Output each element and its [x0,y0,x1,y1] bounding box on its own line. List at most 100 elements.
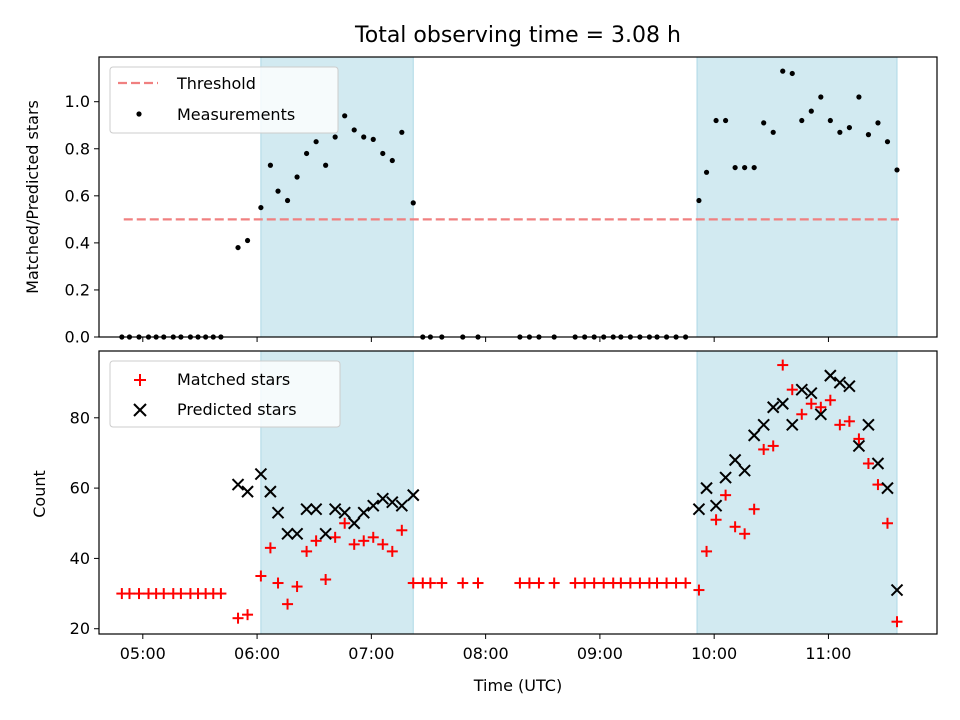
measurement-point [235,244,241,251]
bottom-legend: Matched stars Predicted stars [109,360,341,428]
top-legend-box [109,66,339,134]
predicted-star-point [241,485,254,498]
measurement-point [722,117,729,124]
measurement-point [380,150,386,157]
predicted-star-point [757,418,770,432]
top-panel: 0.0 0.2 0.4 0.6 0.8 1.0 Matched/Predicted sta… [23,56,938,347]
bottom-y-axis-label: Count [30,470,49,518]
matched-star-point [175,588,187,600]
predicted-star-point [281,527,294,541]
matched-legend-swatch [134,374,146,386]
matched-star-point [758,443,770,455]
matched-star-point [272,577,284,589]
measurement-point [780,68,786,74]
measurement-point [713,117,719,124]
matched-stars-series [116,359,903,628]
top-legend: Threshold Measurements [109,66,339,134]
matched-star-point [748,503,760,515]
predicted-star-point [862,418,875,432]
predicted-star-point [290,527,304,541]
measurement-point [351,127,357,133]
measurement-point [808,108,814,114]
predicted-star-point [348,517,361,530]
matched-star-point [386,545,398,557]
predicted-star-point [843,379,856,393]
measurement-point [244,237,251,244]
predicted-star-point [357,506,370,519]
matched-star-point [457,577,469,589]
matched-star-point [661,577,673,589]
x-tick-label: 06:00 [234,644,280,663]
matched-star-point [255,570,267,582]
predicted-star-point [767,401,780,414]
matched-star-point [729,521,741,533]
matched-star-point [282,598,294,610]
matched-star-point [579,577,591,589]
top-axes-frame [98,56,938,338]
y-tick-label: 0.4 [65,233,90,252]
y-tick-label: 1.0 [65,92,90,111]
predicted-star-point [407,488,420,502]
matched-star-point [533,577,545,589]
top-y-axis-label: Matched/Predicted stars [23,100,42,294]
bottom-x-ticks: 05:00 06:00 07:00 08:00 09:00 10:00 11:00 [120,634,851,663]
y-tick-label: 40 [70,549,90,568]
matched-star-point [786,384,798,396]
matched-star-point [693,584,705,596]
y-tick-label: 0.8 [65,139,90,158]
predicted-star-point [852,439,866,453]
measurement-point [342,113,348,119]
predicted-star-point [367,499,380,512]
predicted-star-point [890,583,904,597]
legend-matched-label: Matched stars [177,370,290,389]
measurement-point [732,164,738,171]
measurement-point [742,164,748,171]
matched-star-point [805,398,817,410]
matched-star-point [320,574,332,586]
matched-star-point [588,577,600,589]
matched-star-point [123,588,135,600]
bottom-axes-frame [98,350,938,635]
top-y-ticks: 0.0 0.2 0.4 0.6 0.8 1.0 [65,92,99,347]
x-tick-label: 07:00 [348,644,394,663]
predicted-star-point [881,481,894,495]
matched-star-point [436,577,448,589]
measurement-point [399,129,405,135]
matched-star-point [133,588,145,600]
measurement-point [875,120,881,126]
matched-star-point [310,535,322,547]
top-shaded-intervals [260,56,898,338]
matched-star-point [367,531,379,543]
measurement-point [332,134,338,140]
predicted-stars-series [231,369,904,597]
top-x-ticks [142,337,829,342]
legend-measurements-label: Measurements [177,105,295,124]
measurement-point [696,197,702,204]
matched-star-point [701,545,713,557]
y-tick-label: 60 [70,479,90,498]
legend-predicted-label: Predicted stars [177,400,297,419]
measurement-point [856,94,862,100]
shaded-interval [696,56,898,338]
matched-star-point [710,514,722,526]
x-tick-label: 09:00 [577,644,623,663]
predicted-star-point [728,453,742,467]
matched-star-point [339,517,351,529]
matched-star-point [651,577,663,589]
shaded-interval [696,350,898,635]
matched-star-point [472,577,484,589]
matched-star-point [881,517,893,529]
measurement-point [313,139,319,145]
measurement-point [267,162,274,168]
predicted-star-point [231,478,245,491]
matched-star-point [396,524,408,536]
matched-star-point [569,577,581,589]
predicted-star-point [871,457,885,470]
predicted-star-point [776,397,789,410]
matched-star-point [514,577,526,589]
measurement-point [361,134,367,140]
measurement-point [389,157,395,164]
x-tick-label: 08:00 [463,644,509,663]
measurement-point [751,164,757,171]
predicted-star-point [747,429,761,442]
